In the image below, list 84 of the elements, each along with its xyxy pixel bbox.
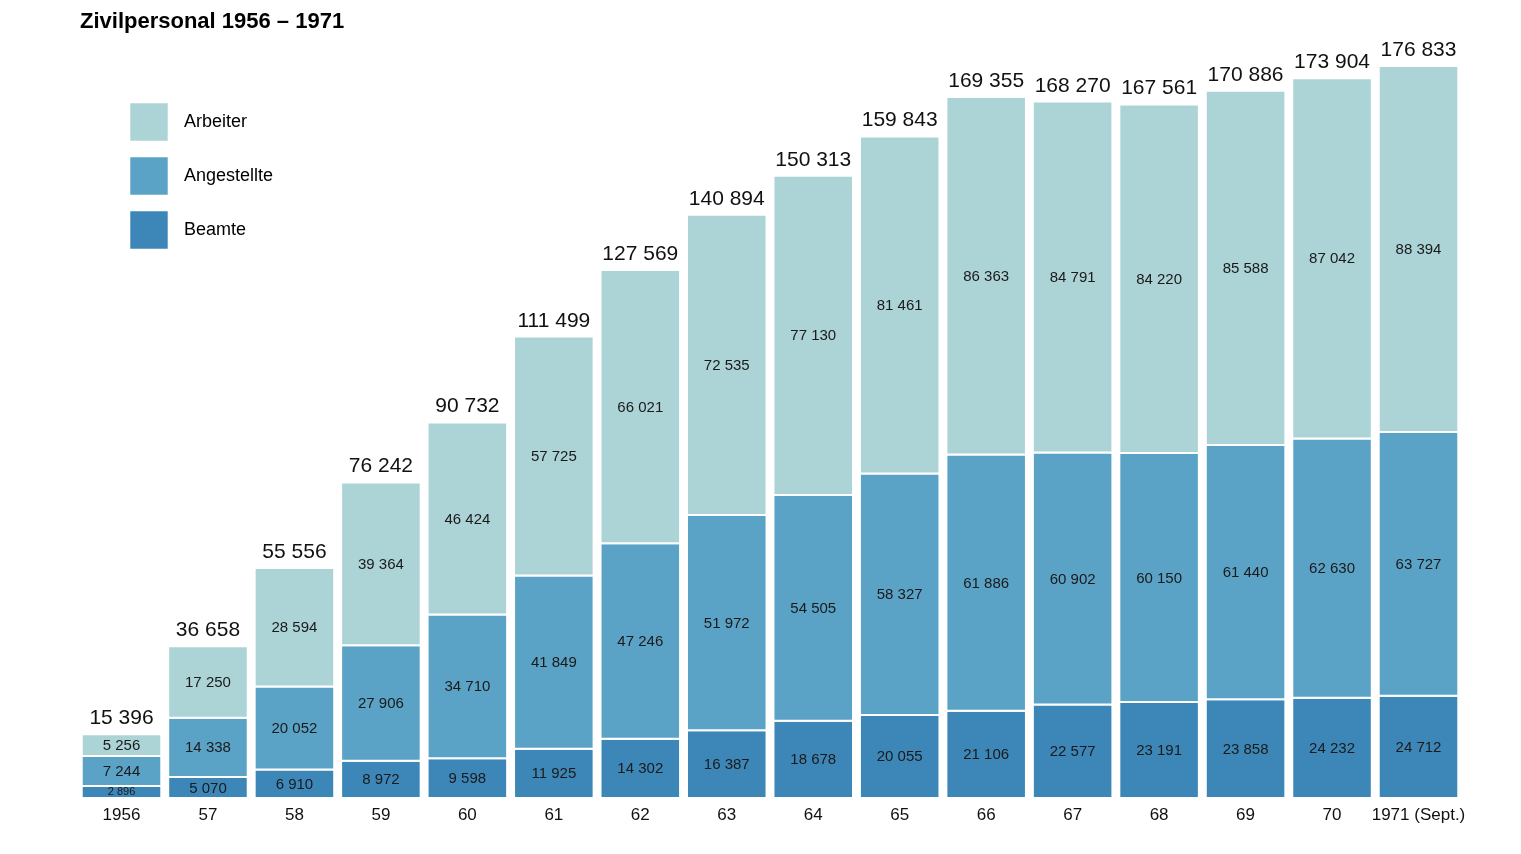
x-tick-label: 58 <box>284 804 304 824</box>
data-label: 5 256 <box>102 736 141 754</box>
x-tick-label: 62 <box>630 804 650 824</box>
data-label: 28 594 <box>271 618 318 636</box>
total-label: 176 833 <box>1380 37 1457 61</box>
data-label: 27 906 <box>357 694 404 712</box>
data-label: 5 070 <box>189 778 227 796</box>
total-label: 159 843 <box>861 107 938 131</box>
total-label: 170 886 <box>1207 61 1284 85</box>
data-label: 57 725 <box>530 446 577 464</box>
legend-label: Beamte <box>184 219 247 239</box>
data-label: 58 327 <box>876 585 923 603</box>
x-tick-label: 69 <box>1236 804 1256 824</box>
data-label: 34 710 <box>444 677 491 695</box>
total-label: 90 732 <box>435 393 500 417</box>
data-label: 62 630 <box>1309 559 1355 577</box>
data-label: 9 598 <box>448 769 487 787</box>
x-tick-label: 61 <box>544 804 564 824</box>
x-tick-label: 65 <box>890 804 910 824</box>
data-label: 24 712 <box>1395 737 1442 755</box>
total-label: 173 904 <box>1294 49 1371 73</box>
data-label: 86 363 <box>963 266 1010 284</box>
total-label: 167 561 <box>1121 75 1198 99</box>
data-label: 22 577 <box>1049 742 1096 760</box>
data-label: 54 505 <box>790 598 837 616</box>
data-label: 17 250 <box>185 672 231 690</box>
total-label: 127 569 <box>602 241 679 265</box>
data-label: 85 588 <box>1222 258 1269 276</box>
data-label: 66 021 <box>617 397 664 415</box>
total-label: 15 396 <box>89 705 154 729</box>
total-label: 168 270 <box>1034 72 1111 96</box>
total-label: 150 313 <box>775 146 852 170</box>
legend-label: Arbeiter <box>184 111 248 131</box>
data-label: 20 052 <box>271 718 318 736</box>
data-label: 23 191 <box>1136 741 1183 759</box>
data-label: 14 302 <box>617 759 664 777</box>
data-label: 8 972 <box>362 770 400 788</box>
data-label: 39 364 <box>357 554 404 572</box>
data-label: 23 858 <box>1222 739 1269 757</box>
chart-title: Zivilpersonal 1956 – 1971 <box>80 8 345 34</box>
data-label: 11 925 <box>531 764 577 782</box>
data-label: 77 130 <box>790 326 837 344</box>
x-tick-label: 1956 <box>102 804 141 824</box>
total-label: 140 894 <box>688 185 766 209</box>
data-label: 63 727 <box>1395 554 1442 572</box>
data-label: 21 106 <box>963 745 1010 763</box>
legend-label: Angestellte <box>184 165 274 185</box>
data-label: 24 232 <box>1309 738 1355 756</box>
total-label: 55 556 <box>262 539 327 563</box>
x-tick-label: 66 <box>976 804 996 824</box>
data-label: 14 338 <box>185 738 231 756</box>
x-tick-label: 59 <box>371 804 391 824</box>
total-label: 36 658 <box>175 617 241 641</box>
data-label: 87 042 <box>1309 249 1355 267</box>
x-tick-label: 64 <box>803 804 823 824</box>
total-label: 111 499 <box>517 307 591 331</box>
data-label: 60 150 <box>1136 568 1183 586</box>
data-label: 81 461 <box>876 296 923 314</box>
data-label: 61 440 <box>1222 563 1269 581</box>
data-label: 61 886 <box>963 573 1010 591</box>
data-label: 2 896 <box>107 785 136 798</box>
data-label: 46 424 <box>444 509 491 527</box>
total-label: 76 242 <box>348 453 414 477</box>
data-label: 7 244 <box>102 762 141 780</box>
x-tick-label: 60 <box>457 804 477 824</box>
data-label: 88 394 <box>1395 240 1442 258</box>
data-label: 41 849 <box>530 653 577 671</box>
data-label: 47 246 <box>617 632 664 650</box>
data-label: 84 220 <box>1136 269 1183 287</box>
data-label: 18 678 <box>790 750 837 768</box>
x-tick-label: 70 <box>1322 804 1342 824</box>
data-label: 60 902 <box>1049 569 1096 587</box>
x-tick-label: 57 <box>198 804 218 824</box>
data-label: 20 055 <box>876 747 923 765</box>
data-label: 6 910 <box>275 774 314 792</box>
data-label: 72 535 <box>703 355 750 373</box>
x-tick-label: 1971 (Sept.) <box>1371 804 1466 824</box>
x-tick-label: 67 <box>1063 804 1083 824</box>
data-label: 16 387 <box>703 755 750 773</box>
data-label: 51 972 <box>703 613 750 631</box>
x-tick-label: 63 <box>717 804 737 824</box>
x-tick-label: 68 <box>1149 804 1169 824</box>
data-label: 84 791 <box>1049 268 1096 286</box>
total-label: 169 355 <box>948 68 1025 92</box>
